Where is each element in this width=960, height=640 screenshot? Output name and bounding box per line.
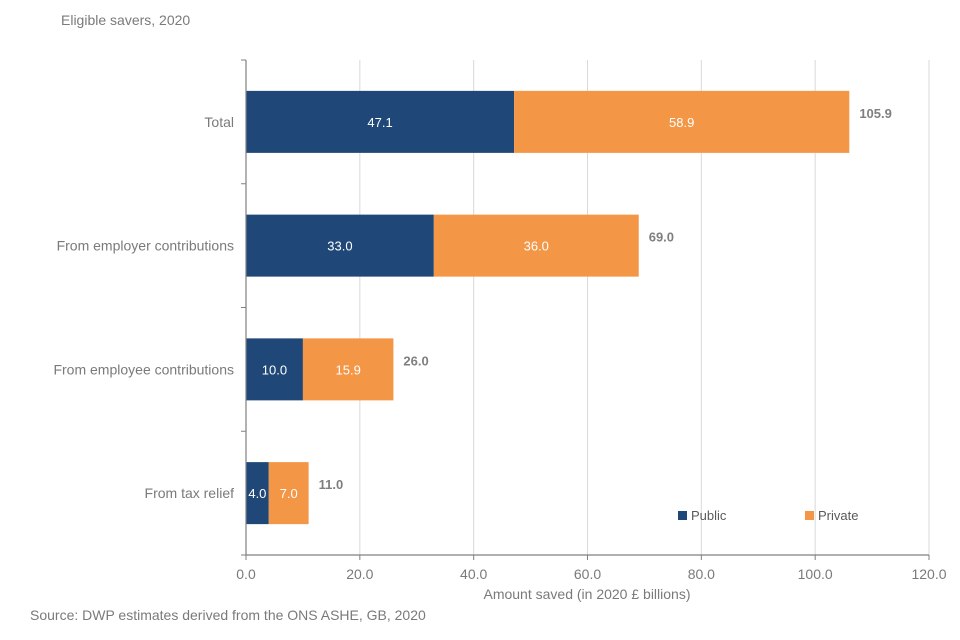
data-label: 47.1: [367, 115, 392, 130]
total-label: 11.0: [319, 477, 344, 492]
x-tick-label: 20.0: [346, 566, 373, 582]
bar-segment-public: [246, 462, 269, 525]
x-tick-label: 120.0: [911, 566, 946, 582]
bar-segment-private: [302, 338, 394, 401]
category-label: From employee contributions: [53, 361, 234, 377]
legend: Public Private: [678, 508, 858, 523]
x-axis-title: Amount saved (in 2020 £ billions): [483, 586, 690, 602]
chart-subtitle: Eligible savers, 2020: [61, 12, 191, 28]
total-label: 105.9: [859, 106, 892, 121]
bar-segment-public: [246, 90, 515, 153]
bar-segment-private: [268, 462, 309, 525]
x-tick-label: 100.0: [798, 566, 833, 582]
gridlines: [359, 60, 930, 555]
bar-segment-public: [246, 338, 303, 401]
total-label: 69.0: [649, 230, 674, 245]
x-tick-label: 60.0: [574, 566, 601, 582]
bar-segment-public: [246, 214, 434, 277]
axes: [241, 59, 930, 560]
labels: 47.1 58.9 105.9 Total 33.0 36.0 69.0 From emplo…: [53, 106, 946, 582]
category-label: From tax relief: [145, 485, 235, 501]
x-tick-label: 80.0: [688, 566, 715, 582]
x-tick-label: 40.0: [460, 566, 487, 582]
data-label: 10.0: [262, 362, 287, 377]
category-label: From employer contributions: [57, 238, 234, 254]
total-label: 26.0: [403, 353, 428, 368]
data-label: 4.0: [248, 486, 266, 501]
x-tick-label: 0.0: [236, 566, 256, 582]
data-label: 36.0: [524, 239, 549, 254]
data-label: 7.0: [280, 486, 298, 501]
bar-segment-private: [514, 90, 850, 153]
legend-label-private: Private: [818, 508, 858, 523]
data-label: 58.9: [669, 115, 694, 130]
legend-label-public: Public: [691, 508, 727, 523]
data-label: 15.9: [336, 362, 361, 377]
bar-segment-private: [433, 214, 639, 277]
data-label: 33.0: [327, 239, 352, 254]
bars: [246, 90, 850, 525]
source-note: Source: DWP estimates derived from the O…: [30, 607, 426, 623]
legend-swatch-public: [678, 511, 687, 520]
legend-swatch-private: [805, 511, 814, 520]
category-label: Total: [204, 114, 234, 130]
